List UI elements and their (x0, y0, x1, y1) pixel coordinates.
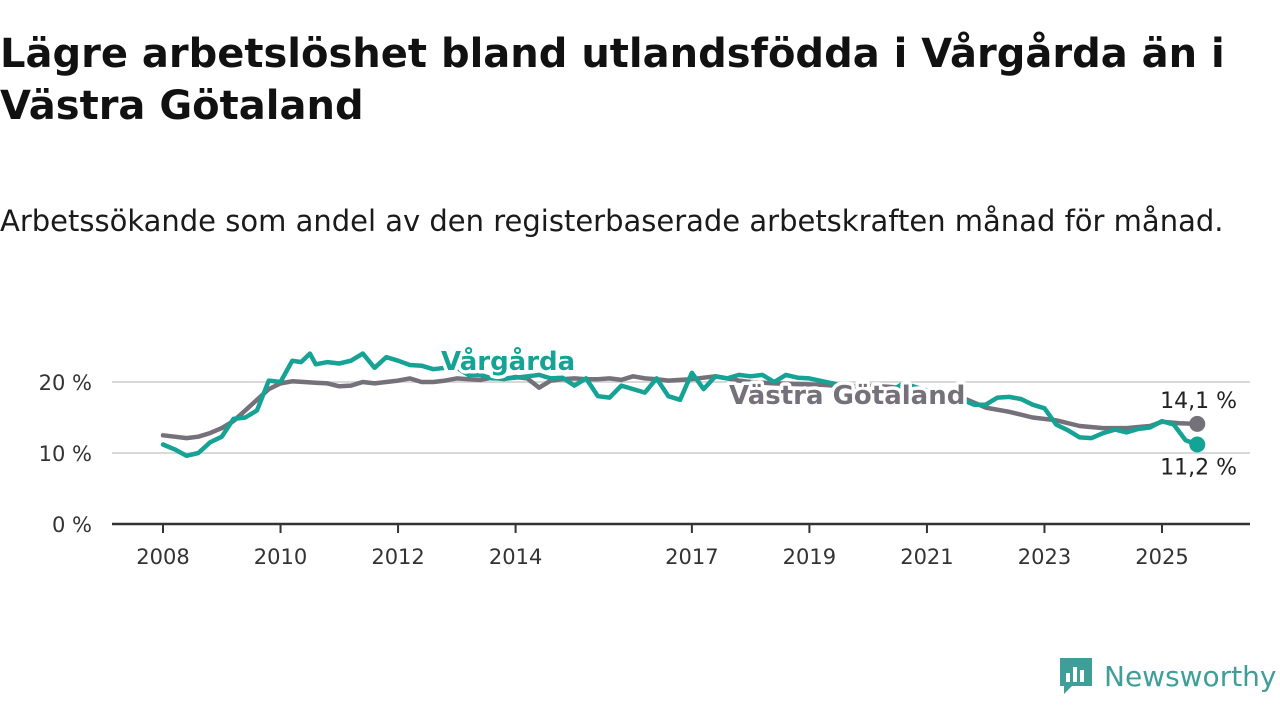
newsworthy-logo-icon (1060, 658, 1092, 694)
chart-subtitle: Arbetssökande som andel av den registerb… (0, 204, 1224, 238)
series-label-vastra-gotaland: Västra Götaland (729, 381, 965, 411)
line-chart: 0 % 10 % 20 % 2008 2010 2012 2014 2017 2019 2021… (38, 342, 1250, 569)
y-tick-label: 0 % (52, 513, 92, 537)
y-tick-label: 10 % (39, 442, 92, 466)
x-tick-label: 2025 (1135, 545, 1188, 569)
x-tick-label: 2008 (136, 545, 189, 569)
end-point-vargarda (1189, 436, 1206, 453)
chart-title: Lägre arbetslöshet bland utlandsfödda i … (0, 31, 1225, 129)
x-tick-label: 2012 (371, 545, 424, 569)
end-point-vastra-gotaland (1189, 415, 1206, 432)
y-axis: 0 % 10 % 20 % (39, 371, 92, 537)
x-tick-label: 2014 (489, 545, 542, 569)
series-lines (160, 351, 1206, 459)
end-label-vargarda: 11,2 % (1160, 455, 1237, 480)
y-tick-label: 20 % (39, 371, 92, 395)
x-axis: 2008 2010 2012 2014 2017 2019 2021 2023 2025 (112, 522, 1250, 569)
x-tick-label: 2019 (783, 545, 836, 569)
series-labels: Vårgårda Västra Götaland 14,1 % 11,2 % (438, 342, 1238, 481)
newsworthy-logo: Newsworthy (1058, 654, 1277, 698)
x-tick-label: 2021 (900, 545, 953, 569)
brand-name: Newsworthy (1104, 659, 1277, 693)
series-label-vargarda: Vårgårda (441, 345, 575, 377)
x-tick-label: 2010 (254, 545, 307, 569)
x-tick-label: 2017 (665, 545, 718, 569)
x-tick-label: 2023 (1018, 545, 1071, 569)
end-label-vastra-gotaland: 14,1 % (1160, 389, 1237, 414)
series-line-vargarda (160, 351, 1200, 459)
